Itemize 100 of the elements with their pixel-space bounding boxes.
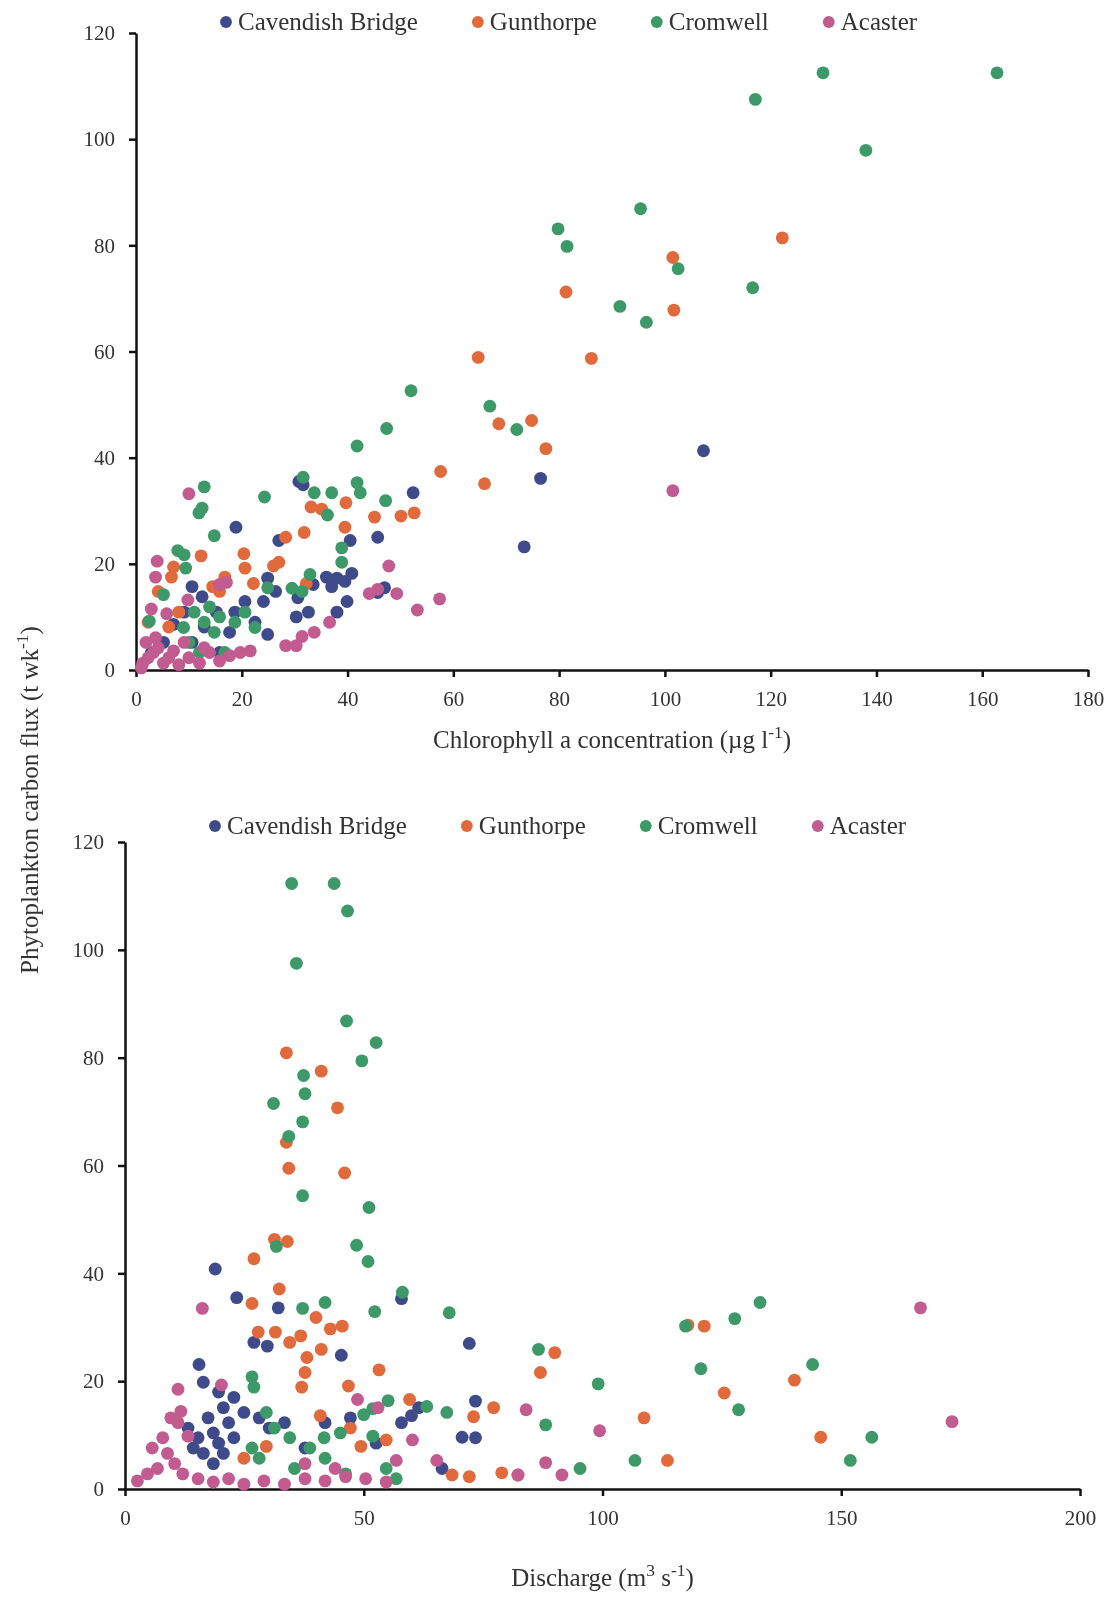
- point: [914, 1301, 927, 1315]
- point: [227, 1431, 241, 1445]
- point: [245, 1370, 259, 1384]
- point: [185, 580, 199, 594]
- y-tick-label: 100: [83, 127, 115, 152]
- x-tick-label: 0: [120, 1505, 131, 1530]
- point: [314, 1342, 328, 1356]
- point: [381, 1394, 395, 1407]
- y-tick-label: 80: [83, 1045, 104, 1070]
- point: [186, 1441, 200, 1455]
- y-tick-label: 100: [72, 938, 104, 963]
- point: [368, 510, 381, 524]
- point: [162, 620, 176, 634]
- point: [182, 651, 196, 665]
- point: [371, 1401, 385, 1415]
- point: [859, 143, 873, 157]
- point: [223, 649, 237, 663]
- point: [573, 1462, 587, 1475]
- point: [177, 621, 191, 634]
- point: [319, 570, 333, 584]
- point: [335, 555, 349, 569]
- x-tick-label: 160: [966, 686, 999, 711]
- point: [300, 1351, 314, 1364]
- point: [237, 1451, 251, 1465]
- point: [141, 1467, 154, 1481]
- legend-label: Cromwell: [657, 812, 758, 839]
- point: [298, 1366, 312, 1379]
- point: [420, 1400, 434, 1413]
- point: [168, 1457, 182, 1471]
- legend-label: Acaster: [840, 8, 918, 35]
- point: [525, 414, 539, 427]
- point: [257, 1474, 271, 1488]
- point: [318, 1451, 332, 1465]
- point: [229, 520, 243, 534]
- point: [257, 595, 270, 608]
- point: [327, 877, 341, 890]
- point: [261, 628, 275, 641]
- point: [591, 1377, 605, 1391]
- y-tick-label: 60: [83, 1153, 104, 1178]
- legend-label: Cavendish Bridge: [227, 812, 407, 839]
- point: [289, 639, 303, 652]
- point: [243, 644, 257, 658]
- point: [213, 610, 226, 624]
- x-tick-label: 150: [826, 1505, 858, 1530]
- point: [697, 444, 710, 458]
- point: [304, 500, 318, 514]
- point: [406, 486, 420, 500]
- point: [278, 1477, 291, 1491]
- point: [269, 1239, 283, 1253]
- point: [351, 1393, 364, 1406]
- point: [230, 1291, 244, 1305]
- point: [283, 1335, 297, 1349]
- point: [238, 595, 252, 608]
- point: [325, 580, 339, 594]
- point: [471, 350, 485, 364]
- y-tick-label: 40: [94, 445, 115, 470]
- point: [342, 1379, 355, 1393]
- point: [339, 496, 353, 510]
- point: [728, 1312, 742, 1326]
- point: [519, 1403, 533, 1417]
- point: [295, 630, 309, 643]
- y-tick-label: 20: [94, 552, 115, 577]
- point: [213, 578, 226, 591]
- point: [666, 251, 680, 264]
- point: [196, 1375, 210, 1389]
- point: [639, 315, 653, 329]
- point: [213, 654, 226, 668]
- point: [368, 1305, 382, 1319]
- point: [259, 1439, 273, 1453]
- point: [379, 1433, 393, 1447]
- point: [297, 1069, 311, 1082]
- point: [223, 625, 237, 639]
- point: [666, 484, 680, 497]
- point: [442, 1306, 456, 1320]
- point: [548, 1346, 562, 1360]
- point: [323, 1322, 337, 1336]
- point: [560, 239, 574, 253]
- point: [309, 1311, 323, 1324]
- x-tick-label: 0: [131, 686, 142, 711]
- point: [139, 635, 153, 649]
- point: [260, 1339, 274, 1353]
- point: [207, 529, 221, 543]
- point: [280, 1235, 294, 1248]
- point: [314, 1064, 328, 1078]
- point: [301, 605, 315, 619]
- point: [151, 1462, 164, 1475]
- point: [307, 486, 321, 500]
- point: [353, 486, 367, 500]
- point: [341, 904, 354, 918]
- x-tick-label: 60: [443, 686, 465, 711]
- legend-label: Acaster: [829, 812, 907, 839]
- point: [268, 1325, 282, 1339]
- point: [814, 1430, 828, 1444]
- point: [206, 1475, 220, 1489]
- point: [350, 439, 364, 453]
- point: [333, 1426, 347, 1440]
- x-axis-title: Discharge (m$^{3}$ s$^{-1}$): [511, 1560, 694, 1592]
- point: [865, 1430, 879, 1444]
- point: [467, 1410, 481, 1424]
- point: [532, 1342, 545, 1356]
